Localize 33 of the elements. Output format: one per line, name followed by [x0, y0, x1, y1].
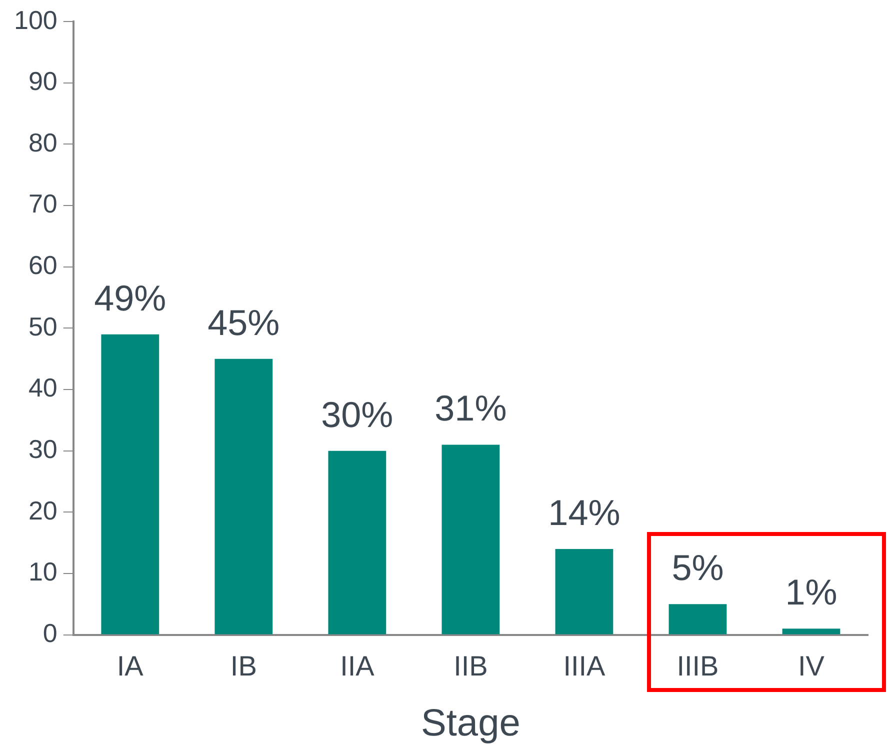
x-tick-label: IIIB	[676, 650, 719, 682]
bar	[782, 628, 840, 634]
y-tick-label: 0	[42, 618, 58, 648]
data-label: 14%	[548, 492, 620, 533]
data-label: 45%	[208, 302, 280, 343]
y-tick-label: 10	[28, 556, 58, 587]
y-tick-label: 90	[28, 66, 58, 96]
y-tick-label: 40	[28, 372, 58, 403]
y-tick-label: 60	[28, 250, 58, 280]
bar	[555, 548, 614, 634]
data-label: 5%	[672, 547, 724, 588]
y-tick-label: 80	[28, 127, 58, 158]
data-label: 31%	[434, 388, 507, 429]
x-tick-label: IA	[116, 650, 144, 682]
x-tick-label: IIA	[340, 650, 375, 682]
data-label: 1%	[785, 572, 838, 613]
x-tick-label: IIB	[454, 650, 488, 682]
bar	[328, 450, 386, 634]
x-tick-label: IB	[230, 650, 257, 682]
x-axis-title: Stage	[421, 702, 520, 745]
x-tick-label: IV	[798, 650, 825, 682]
data-label: 30%	[321, 394, 394, 435]
bar	[442, 444, 500, 634]
data-label: 49%	[94, 277, 166, 318]
bar	[101, 334, 160, 634]
y-tick-label: 20	[28, 495, 58, 526]
bar	[214, 358, 273, 634]
y-tick-label: 70	[28, 188, 58, 219]
y-tick-label: 50	[28, 311, 58, 342]
y-tick-label: 30	[28, 434, 58, 464]
y-tick-label: 100	[14, 4, 58, 35]
bar	[668, 604, 727, 634]
x-tick-label: IIIA	[563, 650, 606, 682]
